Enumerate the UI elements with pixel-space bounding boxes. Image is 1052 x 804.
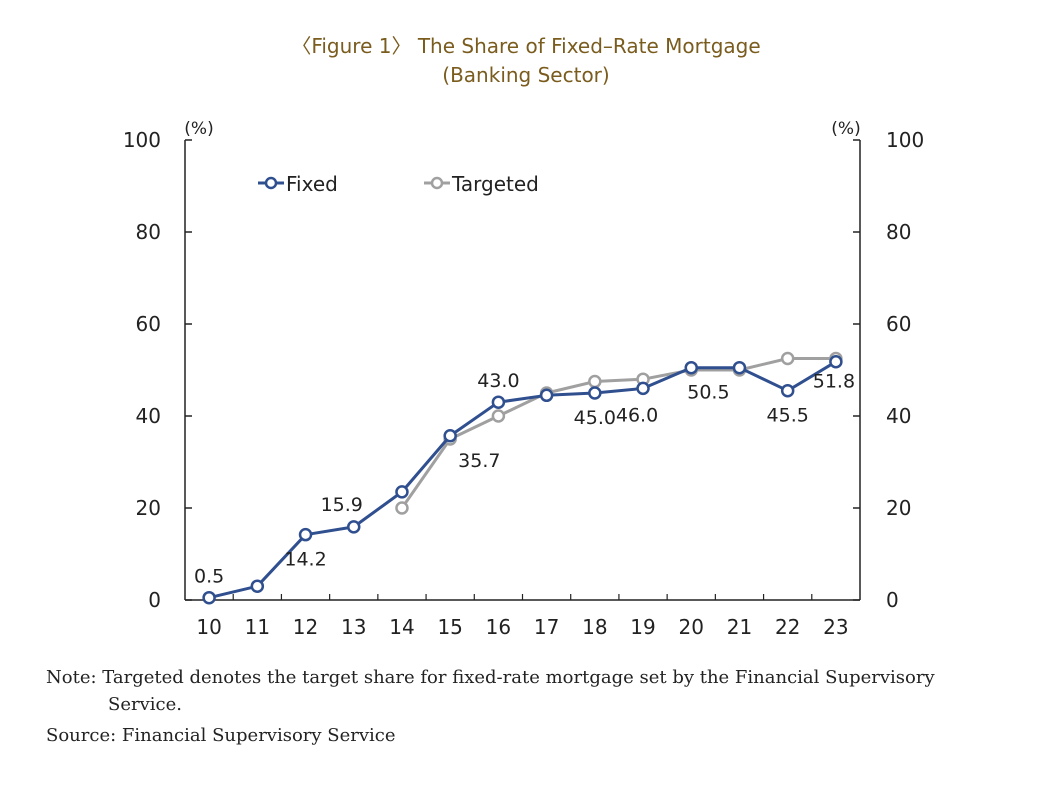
right-y-tick-label: 0 — [886, 588, 899, 612]
data-label-16: 43.0 — [477, 370, 519, 392]
x-tick-label: 13 — [341, 615, 366, 639]
x-tick-label: 22 — [775, 615, 800, 639]
targeted-series-line — [400, 357, 836, 509]
chart-axes: 0 0 20 20 40 40 60 60 80 80 100 100 (%) (%) 10 11 12 13 14… — [123, 119, 924, 639]
data-label-10: 0.5 — [194, 566, 224, 588]
fixed-point-10 — [202, 590, 216, 605]
x-tick-label: 23 — [823, 615, 848, 639]
x-tick-label: 16 — [486, 615, 511, 639]
targeted-point-14 — [395, 501, 409, 515]
x-tick-label: 14 — [389, 615, 414, 639]
x-tick-label: 10 — [196, 615, 221, 639]
data-label-22: 45.5 — [767, 405, 809, 427]
data-label-18: 45.0 — [574, 407, 616, 429]
targeted-point-16 — [491, 409, 506, 423]
left-y-tick-label: 80 — [136, 220, 161, 244]
fixed-point-14 — [395, 485, 409, 499]
right-y-tick-label: 100 — [886, 128, 924, 152]
targeted-legend-marker — [430, 176, 444, 190]
right-y-tick-label: 80 — [886, 220, 911, 244]
left-y-tick-label: 100 — [123, 128, 161, 152]
fixed-legend-marker — [264, 176, 278, 190]
targeted-point-22 — [780, 351, 795, 366]
chart-series — [202, 351, 843, 605]
fixed-point-22 — [780, 383, 795, 398]
left-y-tick-label: 60 — [136, 312, 161, 336]
chart-note: Note: Targeted denotes the target share … — [46, 667, 935, 688]
data-label-20: 50.5 — [687, 382, 729, 404]
fixed-point-19 — [636, 381, 650, 396]
chart-source: Source: Financial Supervisory Service — [46, 725, 396, 746]
fixed-point-20 — [684, 360, 698, 375]
fixed-point-11 — [250, 579, 265, 593]
right-y-unit: (%) — [831, 119, 860, 139]
targeted-point-18 — [588, 374, 602, 389]
left-y-tick-label: 40 — [136, 404, 161, 428]
data-label-19: 46.0 — [616, 404, 658, 426]
left-y-unit: (%) — [184, 119, 213, 139]
chart-title-line2: (Banking Sector) — [442, 63, 610, 87]
targeted-legend-label: Targeted — [451, 172, 539, 196]
fixed-point-12 — [298, 527, 313, 542]
chart-note-continued: Service. — [108, 694, 182, 715]
left-y-tick-label: 20 — [136, 496, 161, 520]
chart-data-labels: 0.5 14.2 15.9 35.7 43.0 45.0 46.0 50.5 45.551.8 — [194, 370, 855, 588]
fixed-legend-label: Fixed — [286, 172, 338, 196]
fixed-point-15 — [443, 429, 457, 443]
x-tick-label: 20 — [679, 615, 704, 639]
data-label-12: 14.2 — [284, 549, 326, 571]
data-label-23: 51.8 — [813, 371, 855, 393]
x-tick-label: 18 — [582, 615, 607, 639]
fixed-point-16 — [491, 395, 506, 409]
fixed-series-line — [208, 360, 837, 600]
x-tick-label: 11 — [245, 615, 270, 639]
fixed-point-21 — [732, 360, 747, 375]
chart-legend: Fixed Targeted — [258, 172, 539, 196]
fixed-point-18 — [588, 386, 602, 400]
fixed-point-17 — [539, 388, 554, 403]
right-y-tick-label: 40 — [886, 404, 911, 428]
chart-title-line1: 〈Figure 1〉 The Share of Fixed–Rate Mortg… — [291, 34, 761, 58]
line-chart: 0 0 20 20 40 40 60 60 80 80 100 100 (%) (%) 10 11 12 13 14… — [123, 119, 924, 639]
x-tick-label: 21 — [727, 615, 752, 639]
fixed-point-23 — [829, 354, 843, 369]
x-tick-label: 15 — [437, 615, 462, 639]
left-y-tick-label: 0 — [148, 588, 161, 612]
data-label-13: 15.9 — [321, 494, 363, 516]
x-tick-label: 17 — [534, 615, 559, 639]
fixed-point-13 — [347, 520, 361, 534]
right-y-tick-label: 20 — [886, 496, 911, 520]
x-tick-label: 19 — [630, 615, 655, 639]
x-tick-label: 12 — [293, 615, 318, 639]
data-label-15: 35.7 — [458, 450, 500, 472]
right-y-tick-label: 60 — [886, 312, 911, 336]
